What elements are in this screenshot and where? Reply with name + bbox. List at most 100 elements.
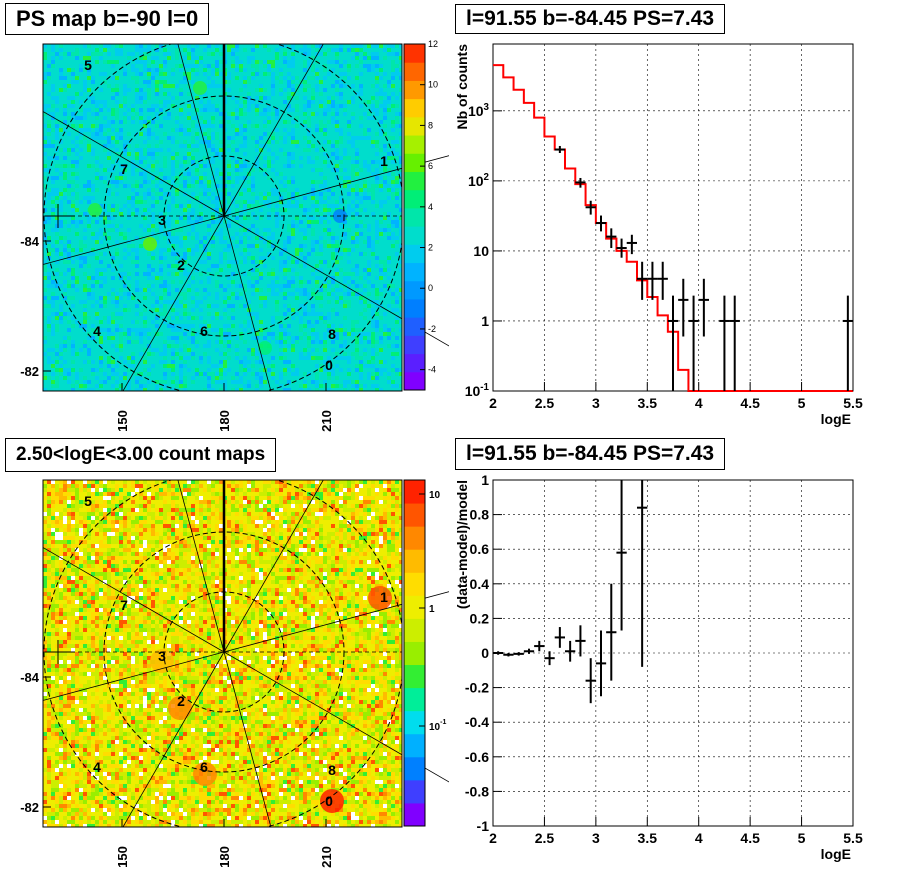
colorbar-tick-label: 1: [429, 604, 435, 615]
colorbar-band: [404, 372, 425, 391]
x-tick-label: 3.5: [638, 830, 658, 846]
residual-point: [616, 480, 626, 631]
data-point: [658, 262, 668, 300]
region-label: 2: [177, 257, 185, 273]
colorbar-band: [404, 688, 425, 712]
region-label: 3: [158, 648, 166, 664]
colorbar-band: [404, 62, 425, 81]
map-clip-bottom: [0, 391, 405, 436]
region-label: 6: [200, 759, 208, 775]
data-point: [668, 296, 678, 391]
x-tick-label: 4: [695, 395, 703, 411]
y-tick-label: 1: [481, 313, 489, 329]
colorbar-band: [404, 641, 425, 665]
colorbar-band: [404, 757, 425, 781]
residual-point: [606, 584, 616, 681]
y-tick-label: 0.8: [470, 507, 490, 523]
x-tick-label: 5.5: [843, 395, 863, 411]
residual-title: l=91.55 b=-84.45 PS=7.43: [455, 438, 725, 470]
colorbar-band: [404, 549, 425, 573]
y-tick-label: -0.6: [465, 749, 489, 765]
residual-point: [565, 641, 575, 662]
map-clip-bottom: [0, 827, 405, 871]
x-tick-label: 150: [115, 410, 130, 432]
y-axis-label: (data-model)/model: [454, 480, 470, 609]
x-tick-label: 3: [592, 830, 600, 846]
y-tick-label: 0.2: [470, 610, 490, 626]
x-tick-label: 4.5: [740, 395, 760, 411]
data-point: [586, 201, 596, 215]
residual-point: [514, 652, 524, 655]
data-point: [596, 216, 606, 232]
data-point: [719, 296, 729, 391]
y-tick-label: 0.4: [470, 576, 490, 592]
colorbar-tick-label: 0: [428, 283, 433, 293]
region-label: 6: [200, 323, 208, 339]
x-tick-label: 2.5: [535, 395, 555, 411]
residual-point: [544, 651, 554, 665]
x-tick-label: 5: [798, 830, 806, 846]
colorbar-band: [404, 171, 425, 190]
colorbar-tick-label: 2: [428, 243, 433, 253]
region-label: 0: [325, 793, 333, 809]
y-tick-label: 102: [468, 172, 490, 189]
y-tick-label: -0.2: [465, 680, 489, 696]
region-label: 8: [328, 326, 336, 342]
grid: [493, 480, 853, 826]
colorbar-tick-label: -2: [428, 324, 436, 334]
region-label: 8: [328, 762, 336, 778]
colorbar-band: [404, 190, 425, 209]
data-point: [647, 262, 657, 300]
y-tick-label: -82: [20, 800, 39, 815]
region-label: 5: [84, 57, 92, 73]
data-point: [699, 279, 709, 337]
region-label: 7: [120, 161, 128, 177]
data-point: [843, 296, 853, 391]
x-tick-label: 4.5: [740, 830, 760, 846]
region-label: 1: [380, 153, 388, 169]
colorbar-band: [404, 263, 425, 282]
y-tick-label: 0.6: [470, 541, 490, 557]
x-tick-label: 3.5: [638, 395, 658, 411]
x-tick-label: 5: [798, 395, 806, 411]
region-label: 7: [120, 597, 128, 613]
y-tick-label: 1: [481, 472, 489, 488]
colorbar-tick-label: 8: [428, 120, 433, 130]
hotspot: [143, 237, 157, 251]
colorbar-band: [404, 117, 425, 136]
residual-point: [586, 658, 596, 703]
x-tick-label: 4: [695, 830, 703, 846]
spectrum-title: l=91.55 b=-84.45 PS=7.43: [455, 4, 725, 34]
x-tick-label: 210: [319, 846, 334, 868]
colorbar-band: [404, 803, 425, 827]
x-tick-label: 2: [489, 395, 497, 411]
colorbar-band: [404, 335, 425, 354]
colorbar-band: [404, 317, 425, 336]
colorbar-tick-label: 12: [428, 39, 438, 49]
colorbar-band: [404, 503, 425, 527]
x-tick-label: 5.5: [843, 830, 863, 846]
colorbar-band: [404, 572, 425, 596]
colorbar-band: [404, 99, 425, 118]
colorbar-tick-label: 10: [428, 80, 438, 90]
y-tick-label: 10: [473, 243, 489, 259]
colorbar-band: [404, 281, 425, 300]
y-tick-label: -84: [20, 234, 40, 249]
x-tick-label: 3: [592, 395, 600, 411]
colorbar-tick-label: -4: [428, 365, 436, 375]
colorbar-band: [404, 153, 425, 172]
residual-point: [555, 627, 565, 648]
y-tick-label: -1: [477, 818, 490, 834]
colorbar-band: [404, 135, 425, 154]
map-area: [0, 436, 449, 871]
y-tick-label: -84: [20, 670, 40, 685]
residual-point: [524, 649, 534, 654]
region-label: 1: [380, 589, 388, 605]
colorbar-band: [404, 226, 425, 245]
region-label: 0: [325, 357, 333, 373]
hotspot: [193, 81, 207, 95]
